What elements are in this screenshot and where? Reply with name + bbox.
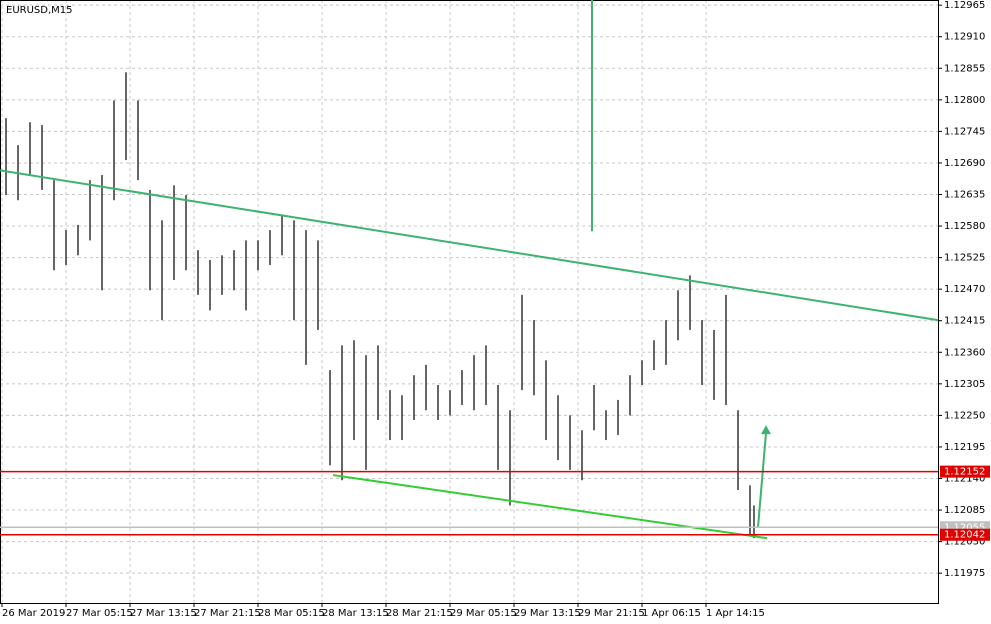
x-tick-label: 26 Mar 2019 — [2, 608, 65, 619]
price-label-box — [940, 528, 990, 541]
x-tick-label: 27 Mar 21:15 — [194, 608, 261, 619]
x-tick-label: 28 Mar 13:15 — [322, 608, 389, 619]
x-tick-label: 28 Mar 21:15 — [386, 608, 453, 619]
x-tick-label: 1 Apr 14:15 — [706, 608, 765, 619]
arrow — [757, 433, 767, 528]
y-tick-label: 1.12305 — [944, 379, 985, 390]
chart-title: EURUSD,M15 — [6, 5, 72, 16]
trend-line — [0, 169, 939, 322]
price-label-box — [940, 465, 990, 478]
price-label: 1.12042 — [944, 530, 985, 541]
y-tick-label: 1.12965 — [944, 0, 985, 11]
x-tick-label: 27 Mar 05:15 — [66, 608, 133, 619]
x-tick-label: 29 Mar 05:15 — [450, 608, 517, 619]
y-tick-label: 1.12250 — [944, 410, 985, 421]
y-tick-label: 1.12690 — [944, 158, 985, 169]
x-tick-label: 28 Mar 05:15 — [258, 608, 325, 619]
price-label: 1.12055 — [944, 522, 985, 533]
y-tick-label: 1.12030 — [944, 537, 985, 548]
y-tick-label: 1.12635 — [944, 189, 985, 200]
y-tick-label: 1.12085 — [944, 505, 985, 516]
y-tick-label: 1.11975 — [944, 568, 985, 579]
price-label: 1.12152 — [944, 467, 985, 478]
y-tick-label: 1.12580 — [944, 221, 985, 232]
y-tick-label: 1.12195 — [944, 442, 985, 453]
arrow-head — [761, 425, 771, 435]
y-tick-label: 1.12470 — [944, 284, 985, 295]
x-tick-label: 29 Mar 21:15 — [578, 608, 645, 619]
x-tick-label: 29 Mar 13:15 — [514, 608, 581, 619]
x-tick-label: 27 Mar 13:15 — [130, 608, 197, 619]
y-tick-label: 1.12855 — [944, 63, 985, 74]
y-tick-label: 1.12415 — [944, 316, 985, 327]
y-tick-label: 1.12360 — [944, 347, 985, 358]
y-tick-label: 1.12800 — [944, 95, 985, 106]
x-tick-label: 1 Apr 06:15 — [642, 608, 701, 619]
plot-frame — [0, 0, 939, 604]
y-tick-label: 1.12745 — [944, 126, 985, 137]
y-tick-label: 1.12140 — [944, 473, 985, 484]
y-tick-label: 1.12525 — [944, 253, 985, 264]
y-tick-label: 1.12910 — [944, 32, 985, 43]
